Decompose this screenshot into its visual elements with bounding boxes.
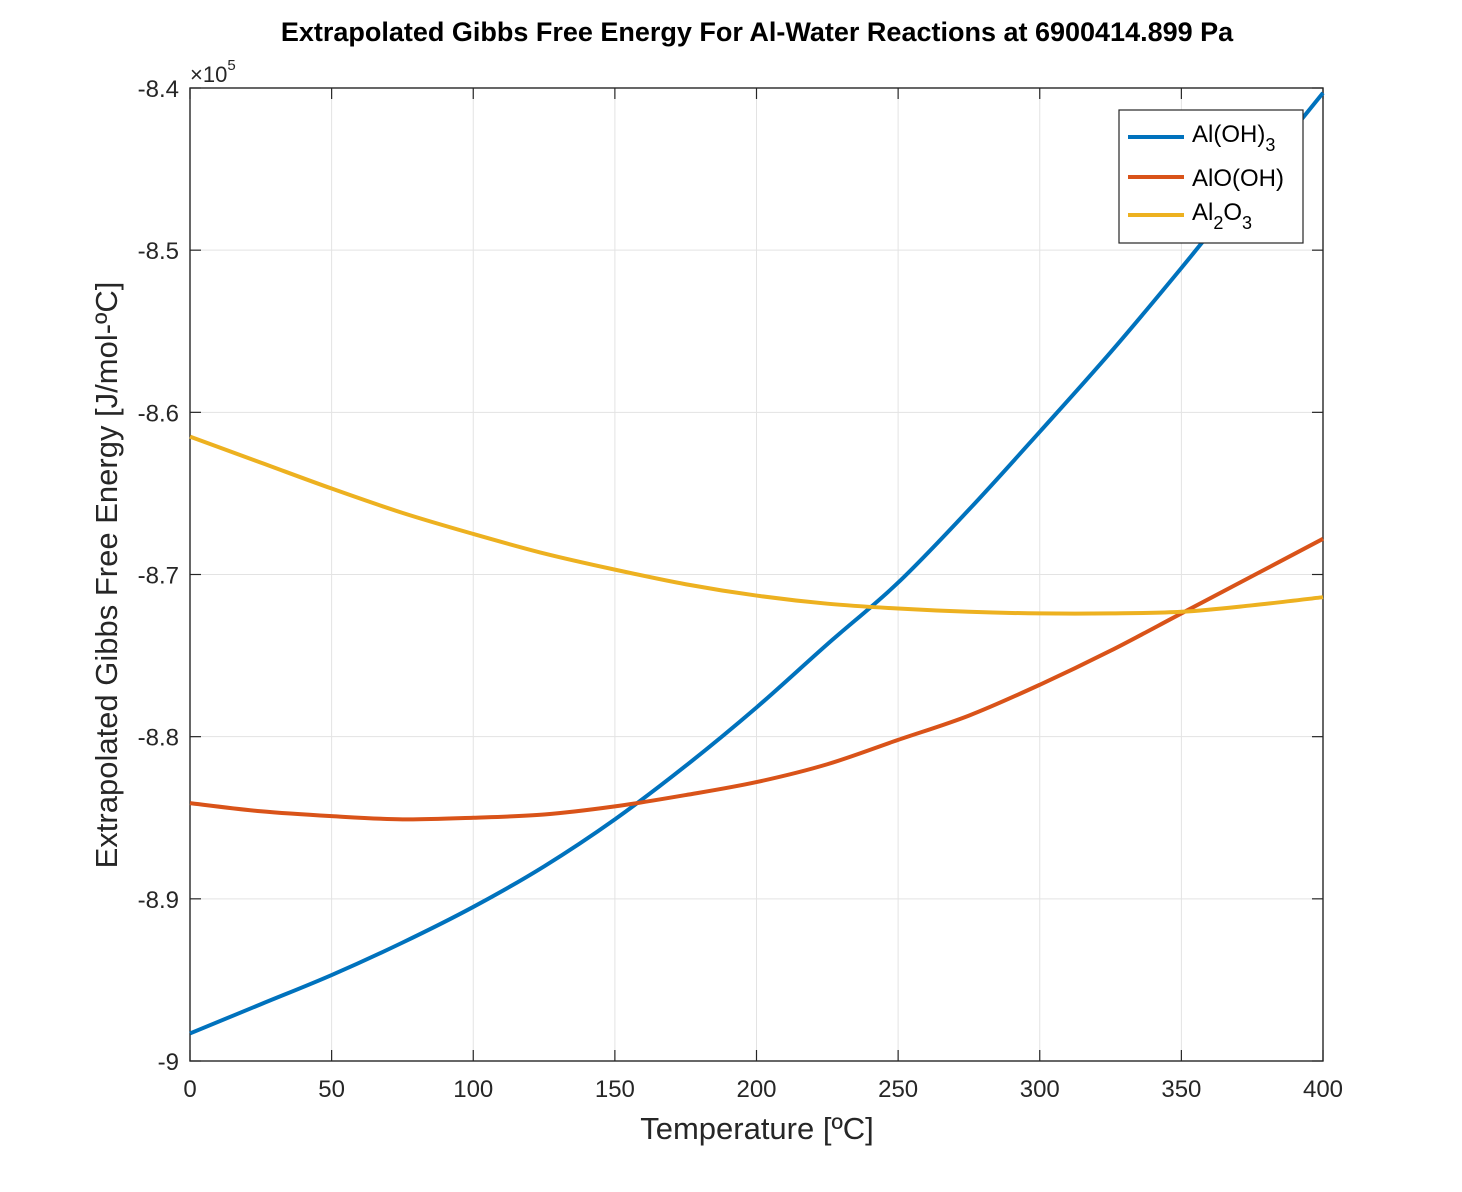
x-tick-label: 400: [1303, 1076, 1343, 1103]
series-line-alooh: [189, 537, 1324, 822]
legend-label-alooh: AlO(OH): [1192, 165, 1284, 192]
y-axis-label: Extrapolated Gibbs Free Energy [J/mol-ºC…: [89, 282, 124, 869]
y-exponent-base: ×10: [190, 62, 227, 87]
y-tick-label: -9: [158, 1049, 179, 1076]
legend-al2o3-o: O: [1223, 199, 1242, 226]
legend-label-al2o3: Al2O3: [1192, 199, 1252, 233]
legend-aloh3-main: Al(OH): [1192, 121, 1265, 148]
legend-label-aloh3: Al(OH)3: [1192, 121, 1275, 155]
legend: Al(OH)3 AlO(OH) Al2O3: [1118, 109, 1304, 244]
x-axis-label: Temperature [ºC]: [640, 1111, 874, 1146]
series-lines: [189, 91, 1325, 1036]
y-axis-exponent: ×105: [190, 57, 236, 87]
x-tick-label: 350: [1161, 1076, 1201, 1103]
series-line-aloh3: [189, 91, 1325, 1036]
y-tick-label: -8.8: [138, 725, 179, 752]
x-tick-label: 150: [595, 1076, 635, 1103]
y-tick-label: -8.5: [138, 238, 179, 265]
x-tick-label: 100: [453, 1076, 493, 1103]
x-tick-label: 300: [1020, 1076, 1060, 1103]
grid: [189, 87, 1324, 1062]
x-tick-label: 0: [183, 1076, 196, 1103]
series-line-al2o3: [189, 434, 1324, 616]
y-tick-label: -8.4: [138, 76, 179, 103]
legend-aloh3-sub: 3: [1265, 135, 1275, 155]
x-tick-label: 250: [878, 1076, 918, 1103]
legend-al2o3-al: Al: [1192, 199, 1213, 226]
legend-al2o3-sub2: 3: [1242, 213, 1252, 233]
legend-al2o3-sub1: 2: [1213, 213, 1223, 233]
y-tick-label: -8.6: [138, 400, 179, 427]
x-tick-label: 50: [318, 1076, 345, 1103]
x-tick-label: 200: [736, 1076, 776, 1103]
y-exponent-power: 5: [227, 57, 235, 74]
chart-title: Extrapolated Gibbs Free Energy For Al-Wa…: [281, 17, 1234, 47]
y-tick-label: -8.9: [138, 887, 179, 914]
axis-ticks: 0 50 100 150 200 250 300 350 400 -9 -8.9 -8.8 -8.7 -8…: [138, 76, 1343, 1103]
y-tick-label: -8.7: [138, 563, 179, 590]
